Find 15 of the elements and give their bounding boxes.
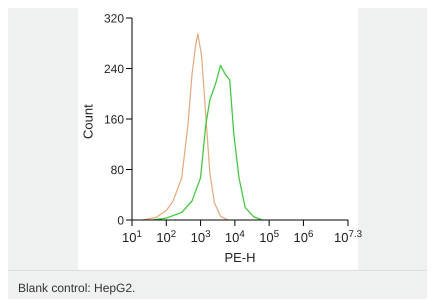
y-axis-title: Count [80, 104, 96, 139]
x-tick-label: 10$^{1}$ [122, 228, 142, 245]
y-tick-label: 240 [104, 62, 124, 76]
y-tick-label: 80 [110, 162, 124, 177]
x-tick-label: 10$^{2}$ [156, 228, 176, 245]
x-tick-label: 10$^{7.3}$ [334, 228, 362, 245]
y-tick-label: 320 [104, 11, 124, 26]
x-axis-title: PE-H [224, 250, 256, 265]
y-tick-label: 0 [117, 213, 124, 228]
x-tick-label: 10$^{4}$ [224, 228, 246, 245]
x-tick-label: 10$^{6}$ [293, 228, 314, 245]
y-tick-label: 160 [104, 112, 124, 126]
x-tick-label: 10$^{3}$ [190, 228, 211, 245]
text: Blank control: HepG2. [18, 281, 136, 295]
x-tick-label: 10$^{5}$ [259, 228, 280, 245]
